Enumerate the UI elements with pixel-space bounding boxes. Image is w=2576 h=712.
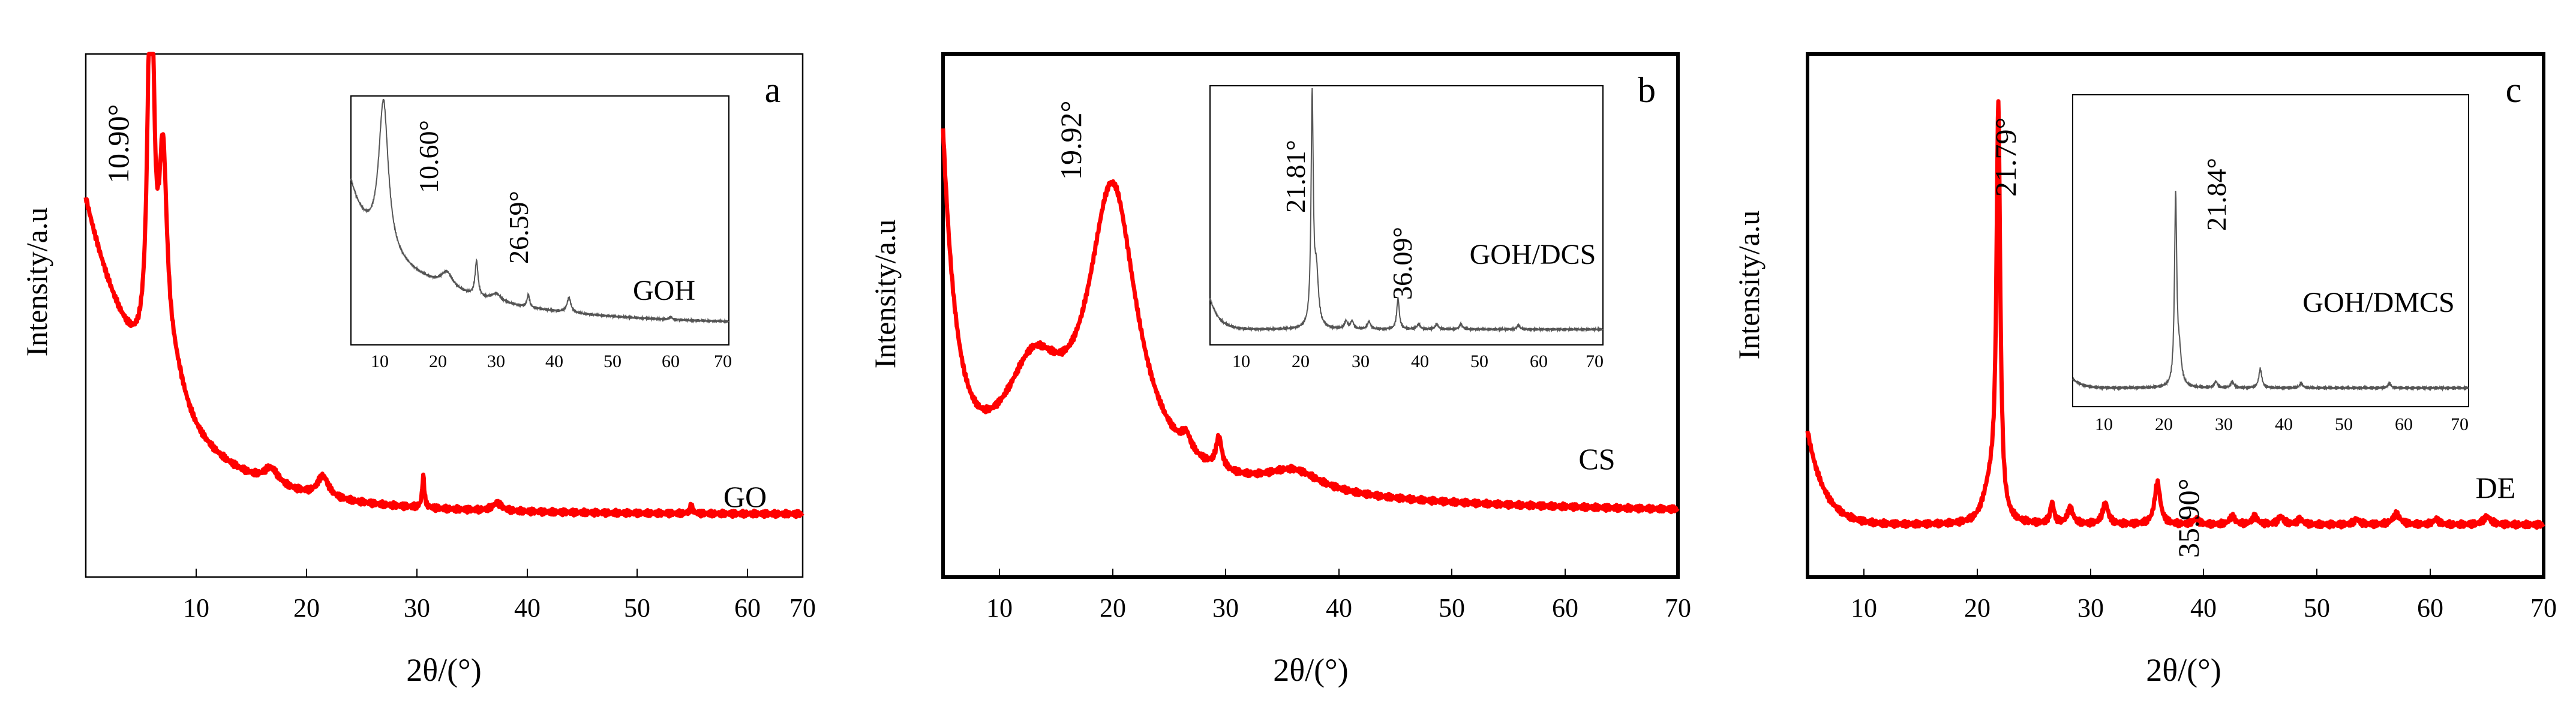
panel-a-inset-xtick-label: 10 — [371, 352, 389, 371]
panel-a-xtick-label: 40 — [514, 593, 541, 623]
panel-b-xtick-label: 20 — [1100, 593, 1126, 623]
panel-c-xtick-label: 40 — [2190, 593, 2217, 623]
panel-b-inset-frame — [1209, 85, 1604, 346]
panel-b-inset-xtick-label: 50 — [1470, 352, 1488, 371]
panel-a-inset: 10 20 30 40 50 60 70 GOH 10.60° 26.59° — [350, 95, 732, 371]
panel-c-annotation: 35.90° — [2172, 479, 2205, 558]
panel-a-annotation: 10.90° — [101, 104, 135, 184]
panel-a-xtick-label: 60 — [734, 593, 761, 623]
panel-a-xlabel: 2θ/(°) — [406, 652, 481, 688]
panel-c-annotation: 21.79° — [1989, 118, 2022, 197]
panel-c-xticks: 10 20 30 40 50 60 70 — [1851, 569, 2557, 623]
panel-b-xtick-label: 30 — [1212, 593, 1239, 623]
panel-b-inset-annotation: 36.09° — [1387, 227, 1418, 300]
panel-b-inset-xtick-label: 70 — [1586, 352, 1604, 371]
panel-b-xtick-label: 40 — [1326, 593, 1352, 623]
panel-c-inset-xtick-label: 50 — [2335, 414, 2353, 434]
panel-c-inset-xtick-label: 30 — [2215, 414, 2233, 434]
panel-a-series-line — [83, 52, 804, 519]
panel-a-frame — [85, 53, 804, 578]
panel-b-xticks: 10 20 30 40 50 60 70 — [986, 569, 1691, 623]
panel-b-inset-xtick-label: 40 — [1411, 352, 1429, 371]
panel-c-xtick-label: 20 — [1964, 593, 1990, 623]
panel-b-annotation: 19.92° — [1054, 101, 1088, 181]
panel-b-inset-xtick-label: 30 — [1352, 352, 1370, 371]
panel-a-letter: a — [765, 70, 781, 110]
panel-a: Intensity/a.u 10 20 30 40 50 60 70 2θ/(°… — [20, 52, 816, 688]
panel-c-xtick-label: 70 — [2530, 593, 2557, 623]
panel-a-inset-frame — [350, 95, 729, 346]
panel-c-xlabel: 2θ/(°) — [2146, 652, 2221, 688]
panel-a-xtick-label: 30 — [404, 593, 430, 623]
panel-b-inset-xtick-label: 60 — [1530, 352, 1548, 371]
panel-c-inset-xtick-label: 40 — [2275, 414, 2293, 434]
panel-c-inset: 10 20 30 40 50 60 70 GOH/DMCS 21.84° — [2072, 94, 2469, 434]
panel-a-sample-label: GO — [723, 480, 767, 513]
panel-c: Intensity/a.u 10 20 30 40 50 60 70 2θ/(°… — [1732, 52, 2557, 688]
panel-c-letter: c — [2506, 70, 2522, 110]
panel-b-frame — [941, 52, 1680, 579]
panel-c-ylabel: Intensity/a.u — [1732, 211, 1766, 360]
panel-b-inset-annotation: 21.81° — [1280, 140, 1311, 213]
panel-c-series-line — [1805, 99, 2545, 530]
panel-b-inset-xtick-label: 10 — [1232, 352, 1250, 371]
panel-a-xticks: 10 20 30 40 50 60 70 — [183, 569, 816, 623]
panel-a-xtick-label: 10 — [183, 593, 209, 623]
panel-c-xtick-label: 10 — [1851, 593, 1877, 623]
panel-a-inset-annotation: 26.59° — [503, 191, 534, 264]
panel-b-xtick-label: 60 — [1552, 593, 1578, 623]
panel-a-inset-xtick-label: 40 — [545, 352, 563, 371]
panel-b-inset: 10 20 30 40 50 60 70 GOH/DCS 21.81° 36.0… — [1209, 85, 1604, 371]
panel-a-inset-xtick-label: 20 — [429, 352, 447, 371]
panel-c-inset-frame — [2072, 94, 2469, 407]
panel-b-ylabel: Intensity/a.u — [868, 220, 902, 369]
panel-b-xtick-label: 50 — [1439, 593, 1465, 623]
panel-c-inset-xtick-label: 10 — [2095, 414, 2113, 434]
panel-a-xtick-label: 70 — [789, 593, 816, 623]
panel-b-letter: b — [1638, 70, 1656, 110]
panel-c-inset-xtick-label: 60 — [2395, 414, 2413, 434]
panel-b-xtick-label: 70 — [1665, 593, 1691, 623]
panel-b-xlabel: 2θ/(°) — [1273, 652, 1348, 688]
panel-c-inset-xtick-label: 20 — [2155, 414, 2173, 434]
panel-a-inset-xtick-label: 70 — [714, 352, 732, 371]
panel-c-xtick-label: 60 — [2417, 593, 2443, 623]
panel-c-inset-series-line — [2072, 190, 2469, 392]
panel-c-sample-label: DE — [2476, 471, 2516, 504]
panel-b-inset-sample-label: GOH/DCS — [1470, 239, 1596, 271]
panel-a-xtick-label: 20 — [293, 593, 320, 623]
panel-a-inset-xtick-label: 50 — [604, 352, 622, 371]
panel-c-inset-sample-label: GOH/DMCS — [2302, 287, 2454, 319]
panel-b-series-line — [941, 128, 1680, 515]
panel-a-inset-xtick-label: 60 — [662, 352, 680, 371]
panel-c-xtick-label: 50 — [2304, 593, 2330, 623]
panel-a-inset-series-line — [350, 98, 729, 325]
panel-b-inset-xtick-label: 20 — [1292, 352, 1310, 371]
panel-b-inset-series-line — [1209, 88, 1604, 333]
panel-b-xtick-label: 10 — [986, 593, 1013, 623]
panel-c-xtick-label: 30 — [2077, 593, 2104, 623]
panel-a-inset-xtick-label: 30 — [487, 352, 505, 371]
panel-c-inset-annotation: 21.84° — [2201, 158, 2232, 231]
panel-a-inset-sample-label: GOH — [633, 275, 695, 307]
panel-c-frame — [1806, 52, 2545, 579]
panel-a-ylabel: Intensity/a.u — [20, 208, 53, 357]
panel-a-xtick-label: 50 — [624, 593, 650, 623]
panel-a-inset-annotation: 10.60° — [413, 120, 444, 193]
panel-b: Intensity/a.u 10 20 30 40 50 60 70 2θ/(°… — [868, 52, 1691, 688]
panel-c-inset-xtick-label: 70 — [2451, 414, 2469, 434]
panel-b-sample-label: CS — [1578, 442, 1615, 476]
